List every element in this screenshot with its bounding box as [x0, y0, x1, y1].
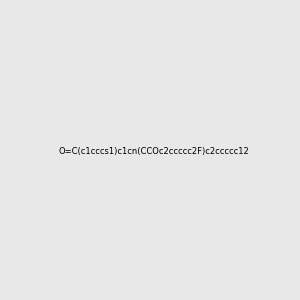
- Text: O=C(c1cccs1)c1cn(CCOc2ccccc2F)c2ccccc12: O=C(c1cccs1)c1cn(CCOc2ccccc2F)c2ccccc12: [58, 147, 249, 156]
